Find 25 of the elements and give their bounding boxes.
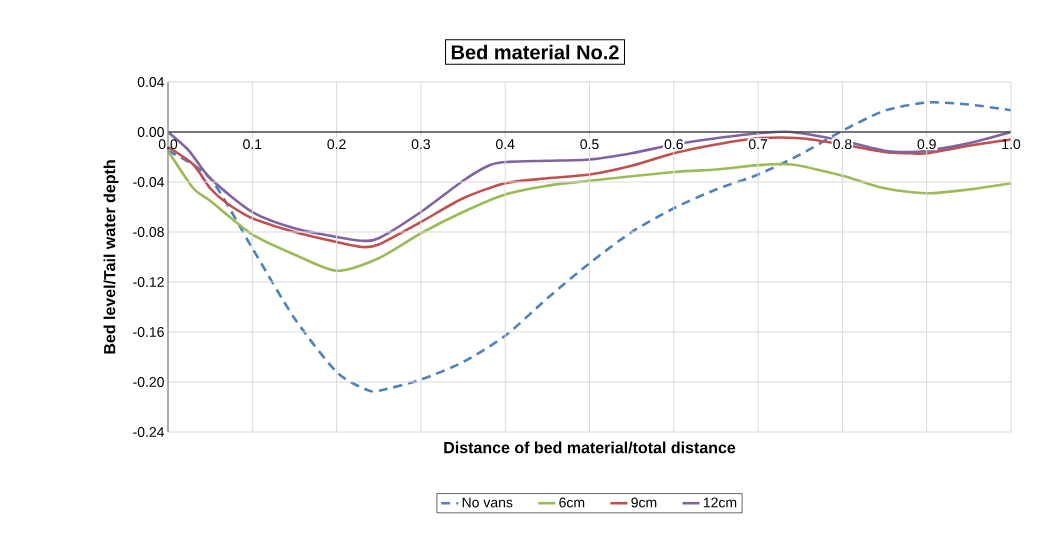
x-axis-title: Distance of bed material/total distance <box>444 441 736 454</box>
legend-label: 12cm <box>703 497 737 508</box>
y-tick-label: -0.16 <box>133 327 164 337</box>
x-tick-label: 0.1 <box>243 139 262 150</box>
x-tick-label: 0.0 <box>158 139 178 150</box>
chart-title: Bed material No.2 <box>451 44 619 60</box>
x-tick-label: 0.7 <box>748 139 768 150</box>
x-tick-label: 0.9 <box>917 139 936 150</box>
y-tick-label: 0.00 <box>137 127 164 137</box>
x-tick-label: 0.2 <box>327 139 346 150</box>
y-tick-label: 0.04 <box>137 77 165 87</box>
y-tick-label: -0.08 <box>133 227 164 237</box>
x-tick-label: 1.0 <box>1002 139 1021 150</box>
y-tick-label: -0.12 <box>133 277 164 287</box>
line-series <box>168 149 1012 273</box>
y-tick-label: -0.24 <box>133 427 165 437</box>
legend-label: 6cm <box>559 497 585 508</box>
x-tick-label: 0.5 <box>580 139 599 150</box>
y-tick-label: -0.04 <box>133 177 165 187</box>
legend-label: No vans <box>462 497 513 508</box>
y-tick-label: -0.20 <box>133 377 164 387</box>
x-tick-label: 0.3 <box>411 139 431 150</box>
legend-label: 9cm <box>631 497 657 508</box>
x-tick-label: 0.4 <box>496 139 515 150</box>
y-axis-title: Bed level/Tail water depth <box>103 160 119 354</box>
